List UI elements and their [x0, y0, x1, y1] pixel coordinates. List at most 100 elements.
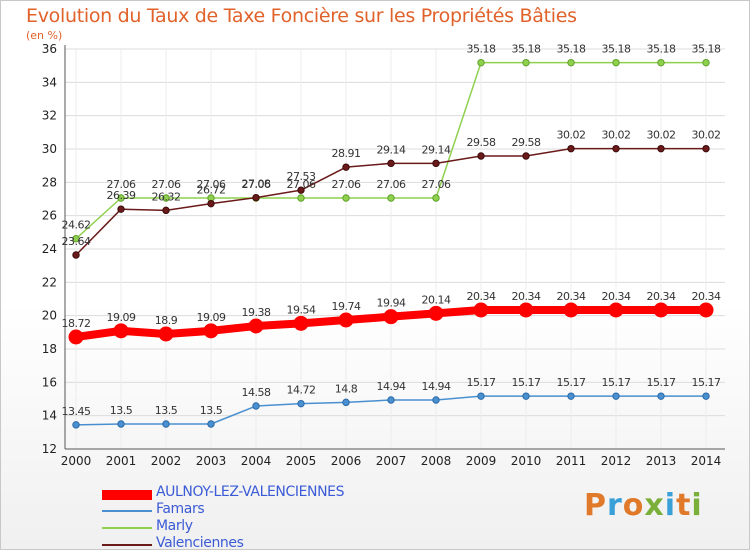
data-point-marly: [162, 194, 170, 202]
data-label-aulnoy: 18.9: [155, 314, 178, 327]
y-tick-label: 18: [42, 342, 57, 356]
x-tick-label: 2014: [691, 454, 722, 468]
legend-swatch-valenciennes: [102, 544, 152, 546]
chart-subtitle: (en %): [26, 29, 63, 42]
data-label-valenciennes: 23.64: [62, 235, 91, 248]
data-point-aulnoy: [428, 305, 444, 321]
data-point-valenciennes: [702, 144, 710, 153]
data-point-valenciennes: [117, 205, 125, 213]
data-label-aulnoy: 19.38: [242, 306, 271, 319]
data-label-aulnoy: 20.14: [422, 293, 451, 306]
data-point-famars: [522, 392, 530, 400]
logo-letter: r: [607, 488, 623, 523]
data-label-valenciennes: 27.08: [242, 178, 271, 191]
data-label-famars: 14.94: [422, 380, 451, 393]
legend-swatch-aulnoy: [102, 490, 152, 500]
data-label-aulnoy: 19.74: [332, 300, 361, 313]
data-label-famars: 15.17: [467, 376, 496, 389]
y-tick-label: 14: [42, 409, 57, 423]
data-label-famars: 15.17: [647, 376, 676, 389]
data-label-valenciennes: 26.32: [152, 190, 181, 203]
data-label-famars: 15.17: [692, 376, 721, 389]
data-point-marly: [387, 194, 395, 202]
data-label-aulnoy: 20.34: [602, 290, 631, 303]
data-label-famars: 13.5: [200, 404, 223, 417]
y-tick-label: 26: [42, 209, 57, 223]
data-label-valenciennes: 29.14: [377, 143, 406, 156]
data-point-aulnoy: [698, 302, 714, 318]
data-label-famars: 15.17: [557, 376, 586, 389]
data-label-marly: 27.06: [287, 178, 316, 191]
data-label-valenciennes: 29.14: [422, 143, 451, 156]
data-point-famars: [477, 392, 485, 400]
legend-swatch-marly: [102, 527, 152, 529]
data-point-valenciennes: [567, 144, 575, 153]
data-point-famars: [297, 399, 305, 408]
data-label-marly: 35.18: [602, 43, 631, 56]
data-label-valenciennes: 26.72: [197, 184, 226, 197]
data-label-famars: 15.17: [602, 376, 631, 389]
data-point-valenciennes: [432, 159, 440, 168]
data-label-valenciennes: 27.53: [287, 170, 316, 183]
data-point-famars: [387, 396, 395, 404]
data-label-marly: 27.06: [152, 178, 181, 191]
data-point-aulnoy: [653, 302, 669, 318]
x-tick-label: 2006: [331, 454, 362, 468]
data-point-famars: [342, 398, 350, 407]
data-label-aulnoy: 20.34: [692, 290, 721, 303]
data-point-famars: [657, 392, 665, 400]
y-tick-label: 34: [42, 75, 57, 89]
data-label-famars: 14.8: [335, 382, 358, 395]
x-tick-label: 2013: [646, 454, 677, 468]
data-point-famars: [72, 421, 80, 429]
data-label-aulnoy: 19.54: [287, 303, 316, 316]
logo-letter: i: [691, 488, 703, 523]
legend-label-aulnoy: AULNOY-LEZ-VALENCIENNES: [156, 484, 345, 500]
logo-letter: x: [644, 488, 665, 523]
data-label-marly: 35.18: [692, 43, 721, 56]
data-label-famars: 13.5: [155, 404, 178, 417]
logo-letter: o: [622, 488, 645, 523]
data-point-valenciennes: [387, 159, 395, 168]
data-label-marly: 27.06: [422, 178, 451, 191]
data-label-aulnoy: 19.09: [107, 311, 136, 324]
data-label-aulnoy: 18.72: [62, 317, 91, 330]
data-point-marly: [72, 234, 80, 243]
data-point-famars: [117, 420, 125, 428]
data-label-aulnoy: 20.34: [467, 290, 496, 303]
data-label-marly: 27.06: [242, 178, 271, 191]
line-chart: 12 14 16 18 20 22 24 26 28 30 32 34 36 2000 2001 2002 20…: [42, 42, 725, 468]
data-point-valenciennes: [657, 144, 665, 153]
data-label-valenciennes: 30.02: [602, 129, 631, 142]
data-point-aulnoy: [203, 323, 219, 339]
logo-letter: t: [676, 488, 692, 523]
data-label-marly: 35.18: [512, 43, 541, 56]
data-point-valenciennes: [477, 152, 485, 160]
data-label-aulnoy: 19.94: [377, 297, 406, 310]
data-label-marly: 24.62: [62, 219, 91, 232]
data-point-valenciennes: [612, 144, 620, 153]
data-label-famars: 14.94: [377, 380, 406, 393]
data-point-marly: [342, 194, 350, 202]
data-point-aulnoy: [338, 312, 354, 328]
data-label-marly: 27.06: [377, 178, 406, 191]
x-tick-label: 2012: [601, 454, 632, 468]
data-point-marly: [522, 58, 530, 67]
y-tick-label: 36: [42, 42, 57, 56]
legend-label-valenciennes: Valenciennes: [156, 535, 244, 551]
y-tick-label: 16: [42, 375, 57, 389]
data-point-valenciennes: [207, 199, 215, 208]
x-tick-label: 2010: [511, 454, 542, 468]
data-point-valenciennes: [342, 163, 350, 171]
data-point-valenciennes: [297, 186, 305, 194]
data-point-famars: [207, 420, 215, 428]
data-point-marly: [117, 194, 125, 202]
x-tick-label: 2009: [466, 454, 497, 468]
x-tick-label: 2003: [196, 454, 227, 468]
data-label-aulnoy: 20.34: [512, 290, 541, 303]
logo-letter: P: [584, 488, 607, 523]
data-point-aulnoy: [608, 302, 624, 318]
y-tick-label: 32: [42, 109, 57, 123]
data-label-valenciennes: 28.91: [332, 147, 361, 160]
data-point-valenciennes: [252, 193, 260, 202]
